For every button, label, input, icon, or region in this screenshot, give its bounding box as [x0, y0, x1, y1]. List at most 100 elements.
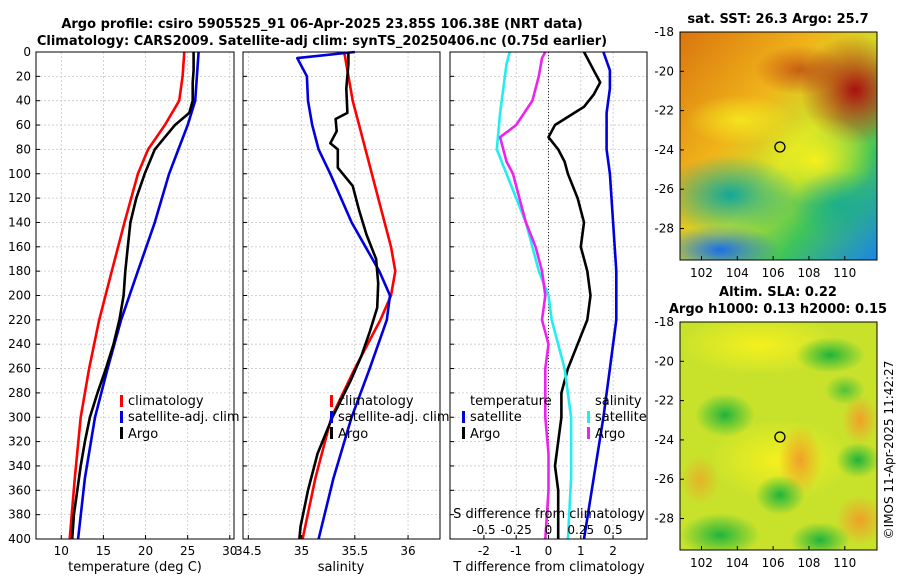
difference-xlabel: T difference from climatology — [452, 560, 645, 575]
y-tick-label: 180 — [8, 264, 31, 278]
map-y-tick-label: -26 — [654, 182, 674, 196]
sla-green-patch — [836, 442, 877, 478]
map-x-tick-label: 110 — [833, 556, 856, 570]
map-x-tick-label: 106 — [762, 266, 785, 280]
legend-swatch-argo — [120, 427, 123, 439]
y-tick-label: 320 — [8, 435, 31, 449]
series-line-satellite-adj-clim — [76, 51, 200, 540]
legend-swatch-sal-satellite — [587, 411, 590, 423]
x-tick-label: 1 — [577, 544, 585, 558]
map-y-tick-label: -24 — [654, 433, 674, 447]
legend-swatch-sal-argo — [587, 427, 590, 439]
sla-map — [680, 322, 877, 550]
map-x-tick-label: 102 — [690, 556, 713, 570]
series-line-salinity-satellite — [495, 51, 573, 540]
y-tick-label: 80 — [16, 142, 31, 156]
x-tick-label: 36 — [400, 544, 415, 558]
legend-swatch-climatology — [330, 395, 333, 407]
figure-title-line2: Climatology: CARS2009. Satellite-adj cli… — [37, 34, 607, 49]
y-tick-label: 120 — [8, 191, 31, 205]
y-tick-label: 160 — [8, 240, 31, 254]
sla-map-title-line2: Argo h1000: 0.13 h2000: 0.15 — [669, 302, 887, 317]
x-tick-label: 34.5 — [235, 544, 262, 558]
map-y-tick-label: -18 — [654, 315, 674, 329]
difference-panel: -2 -1 0 1 2 -0.5 -0.25 0 0.25 0.5 — [449, 51, 648, 558]
y-tick-label: 220 — [8, 313, 31, 327]
sst-warm-patch — [755, 45, 845, 95]
sst-map-frame — [679, 31, 878, 261]
map-x-tick-label: 102 — [690, 266, 713, 280]
sla-map-frame — [679, 321, 878, 551]
x-tick-label: 25 — [180, 544, 195, 558]
map-x-tick-label: 106 — [762, 556, 785, 570]
sst-teal-patch — [790, 170, 877, 240]
legend-label-argo: Argo — [128, 427, 158, 442]
sla-map-title-line1: Altim. SLA: 0.22 — [719, 285, 837, 300]
imos-credit: ©IMOS 11-Apr-2025 11:42:27 — [882, 361, 896, 540]
series-line-salinity-argo — [498, 51, 550, 540]
legend-title-temperature: temperature — [470, 394, 552, 409]
series-line-satellite-adj-clim — [296, 50, 392, 540]
legend-swatch-temp-argo — [462, 427, 465, 439]
y-tick-label: 100 — [8, 167, 31, 181]
sla-orange-patch — [842, 395, 877, 445]
x-tick-label: -2 — [478, 544, 490, 558]
salinity-legend: climatology satellite-adj. clim Argo — [330, 394, 450, 442]
map-x-tick-label: 108 — [797, 556, 820, 570]
legend-label-sal-argo: Argo — [595, 427, 625, 442]
top-tick-label: -0.25 — [501, 523, 532, 537]
figure-title-line1: Argo profile: csiro 5905525_91 06-Apr-20… — [61, 17, 582, 32]
x-tick-label: 15 — [96, 544, 111, 558]
x-tick-label: 30 — [222, 544, 237, 558]
series-line-argo — [70, 52, 195, 540]
x-tick-label: 35.5 — [341, 544, 368, 558]
sst-map-ticks: 102 104 106 108 110 -18 -20 -22 -24 -26 -28 — [654, 25, 856, 280]
sla-argo-location-marker — [774, 431, 786, 443]
top-tick-label: -0.5 — [472, 523, 495, 537]
legend-label-climatology: climatology — [338, 394, 414, 409]
legend-label-argo: Argo — [338, 427, 368, 442]
y-tick-label: 200 — [8, 289, 31, 303]
legend-label-climatology: climatology — [128, 394, 204, 409]
y-tick-label: 20 — [16, 69, 31, 83]
map-x-tick-label: 108 — [797, 266, 820, 280]
sla-green-patch — [695, 393, 755, 437]
sst-map — [680, 32, 877, 260]
temperature-panel: 10 15 20 25 30020406080100120140160180200220… — [8, 45, 237, 558]
legend-swatch-temp-satellite — [462, 411, 465, 423]
map-y-tick-label: -28 — [654, 512, 674, 526]
x-tick-label: 20 — [138, 544, 153, 558]
difference-legend: temperature satellite Argo salinity sate… — [462, 394, 647, 442]
sst-yellow-patch — [685, 95, 795, 145]
map-y-tick-label: -22 — [654, 394, 674, 408]
salinity-panel: 34.5 35 35.5 36 — [235, 50, 441, 558]
map-x-tick-label: 104 — [726, 266, 749, 280]
x-tick-label: -1 — [510, 544, 522, 558]
sla-green-patch — [795, 337, 865, 373]
series-line-temperature-argo — [547, 51, 602, 539]
sst-map-title: sat. SST: 26.3 Argo: 25.7 — [687, 12, 868, 27]
legend-swatch-satellite — [120, 411, 123, 423]
legend-label-temp-argo: Argo — [470, 427, 500, 442]
salinity-xlabel: salinity — [318, 560, 365, 575]
sla-green-patch — [680, 513, 760, 550]
y-tick-label: 140 — [8, 215, 31, 229]
x-tick-label: 10 — [54, 544, 69, 558]
x-tick-label: 2 — [609, 544, 617, 558]
legend-label-satellite: satellite-adj. clim — [128, 410, 240, 425]
temperature-xlabel: temperature (deg C) — [68, 560, 202, 575]
y-tick-label: 240 — [8, 337, 31, 351]
y-tick-label: 340 — [8, 459, 31, 473]
sla-green-patch — [825, 375, 865, 405]
series-line-climatology — [68, 51, 186, 540]
map-y-tick-label: -20 — [654, 64, 674, 78]
y-tick-label: 360 — [8, 483, 31, 497]
map-y-tick-label: -24 — [654, 143, 674, 157]
map-y-tick-label: -28 — [654, 222, 674, 236]
map-y-tick-label: -22 — [654, 104, 674, 118]
sla-green-patch — [790, 522, 850, 550]
map-y-tick-label: -26 — [654, 472, 674, 486]
y-tick-label: 300 — [8, 410, 31, 424]
y-tick-label: 280 — [8, 386, 31, 400]
map-y-tick-label: -20 — [654, 354, 674, 368]
